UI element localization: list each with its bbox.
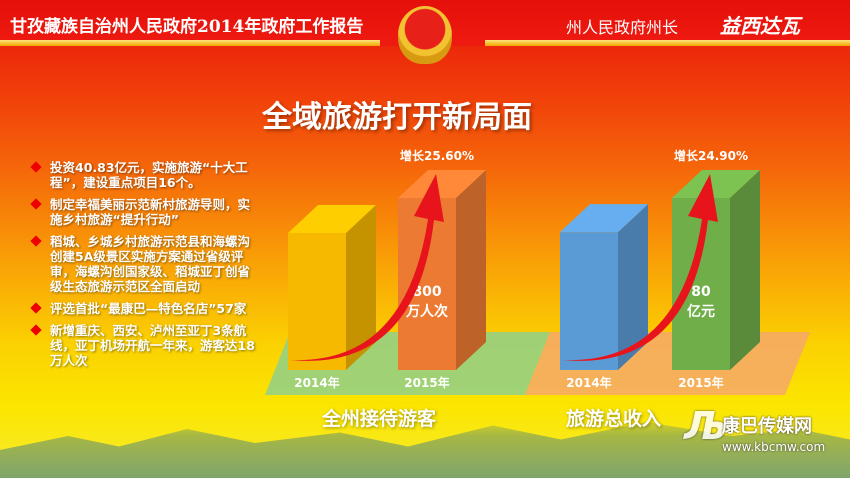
chart-title-revenue: 旅游总收入 <box>566 408 662 430</box>
bar-side <box>618 204 648 370</box>
watermark-name: 康巴传媒网 <box>722 416 812 437</box>
bullet-text: 评选首批“最康巴—特色名店”57家 <box>50 301 247 316</box>
bar-top <box>560 204 648 233</box>
bar-top <box>672 170 760 198</box>
x-tick-label: 2014年 <box>566 375 611 390</box>
bar-side <box>456 170 486 370</box>
data-label: 万人次 <box>405 303 448 320</box>
watermark-url: www.kbcmw.com <box>722 440 826 454</box>
bar-side <box>730 170 760 370</box>
chart-title-visitors: 全州接待游客 <box>322 408 437 430</box>
bar-2014年 <box>288 233 346 370</box>
signature: 益西达瓦 <box>720 14 800 38</box>
x-tick-label: 2015年 <box>404 375 449 390</box>
bullet-text: 稻城、乡城乡村旅游示范县和海螺沟创建5A级景区实施方案通过省级评审，海螺沟创国家… <box>50 234 251 294</box>
bar-top <box>398 170 486 198</box>
bullet-item: 新增重庆、西安、泸州至亚丁3条航线，亚丁机场开航一年来，游客达18万人次 <box>30 323 257 368</box>
growth-label: 增长25.60% <box>400 148 474 163</box>
national-emblem-icon <box>398 6 452 64</box>
data-label: 亿元 <box>687 303 715 320</box>
report-title: 甘孜藏族自治州人民政府2014年政府工作报告 <box>10 17 364 37</box>
watermark: Љ 康巴传媒网 www.kbcmw.com <box>684 404 844 474</box>
bar-top <box>288 205 376 234</box>
growth-arrow-icon <box>290 174 444 361</box>
bar-2014年 <box>560 232 618 370</box>
growth-arrow-icon <box>562 174 718 361</box>
header-gold-line-right <box>485 40 850 46</box>
bullet-item: 稻城、乡城乡村旅游示范县和海螺沟创建5A级景区实施方案通过省级评审，海螺沟创国家… <box>30 234 257 294</box>
bullet-text: 新增重庆、西安、泸州至亚丁3条航线，亚丁机场开航一年来，游客达18万人次 <box>50 323 255 368</box>
data-label: 80 <box>691 284 711 300</box>
x-tick-label: 2015年 <box>678 375 723 390</box>
growth-label: 增长24.90% <box>674 148 748 163</box>
bullet-list: 投资40.83亿元，实施旅游“十大工程”，建设重点项目16个。 制定幸福美丽示范… <box>30 160 257 375</box>
bullet-text: 制定幸福美丽示范新村旅游导则，实施乡村旅游“提升行动” <box>50 197 251 227</box>
bullet-text: 投资40.83亿元，实施旅游“十大工程”，建设重点项目16个。 <box>50 160 248 190</box>
watermark-logo-icon: Љ <box>684 404 728 448</box>
speaker-role: 州人民政府州长 <box>566 18 679 37</box>
slide-title: 全域旅游打开新局面 <box>262 100 532 135</box>
x-tick-label: 2014年 <box>294 375 339 390</box>
bullet-item: 制定幸福美丽示范新村旅游导则，实施乡村旅游“提升行动” <box>30 197 257 227</box>
bullet-item: 投资40.83亿元，实施旅游“十大工程”，建设重点项目16个。 <box>30 160 257 190</box>
bar-side <box>346 205 376 370</box>
header-gold-line-left <box>0 40 380 46</box>
bullet-item: 评选首批“最康巴—特色名店”57家 <box>30 301 257 316</box>
data-label: 800 <box>412 284 441 300</box>
